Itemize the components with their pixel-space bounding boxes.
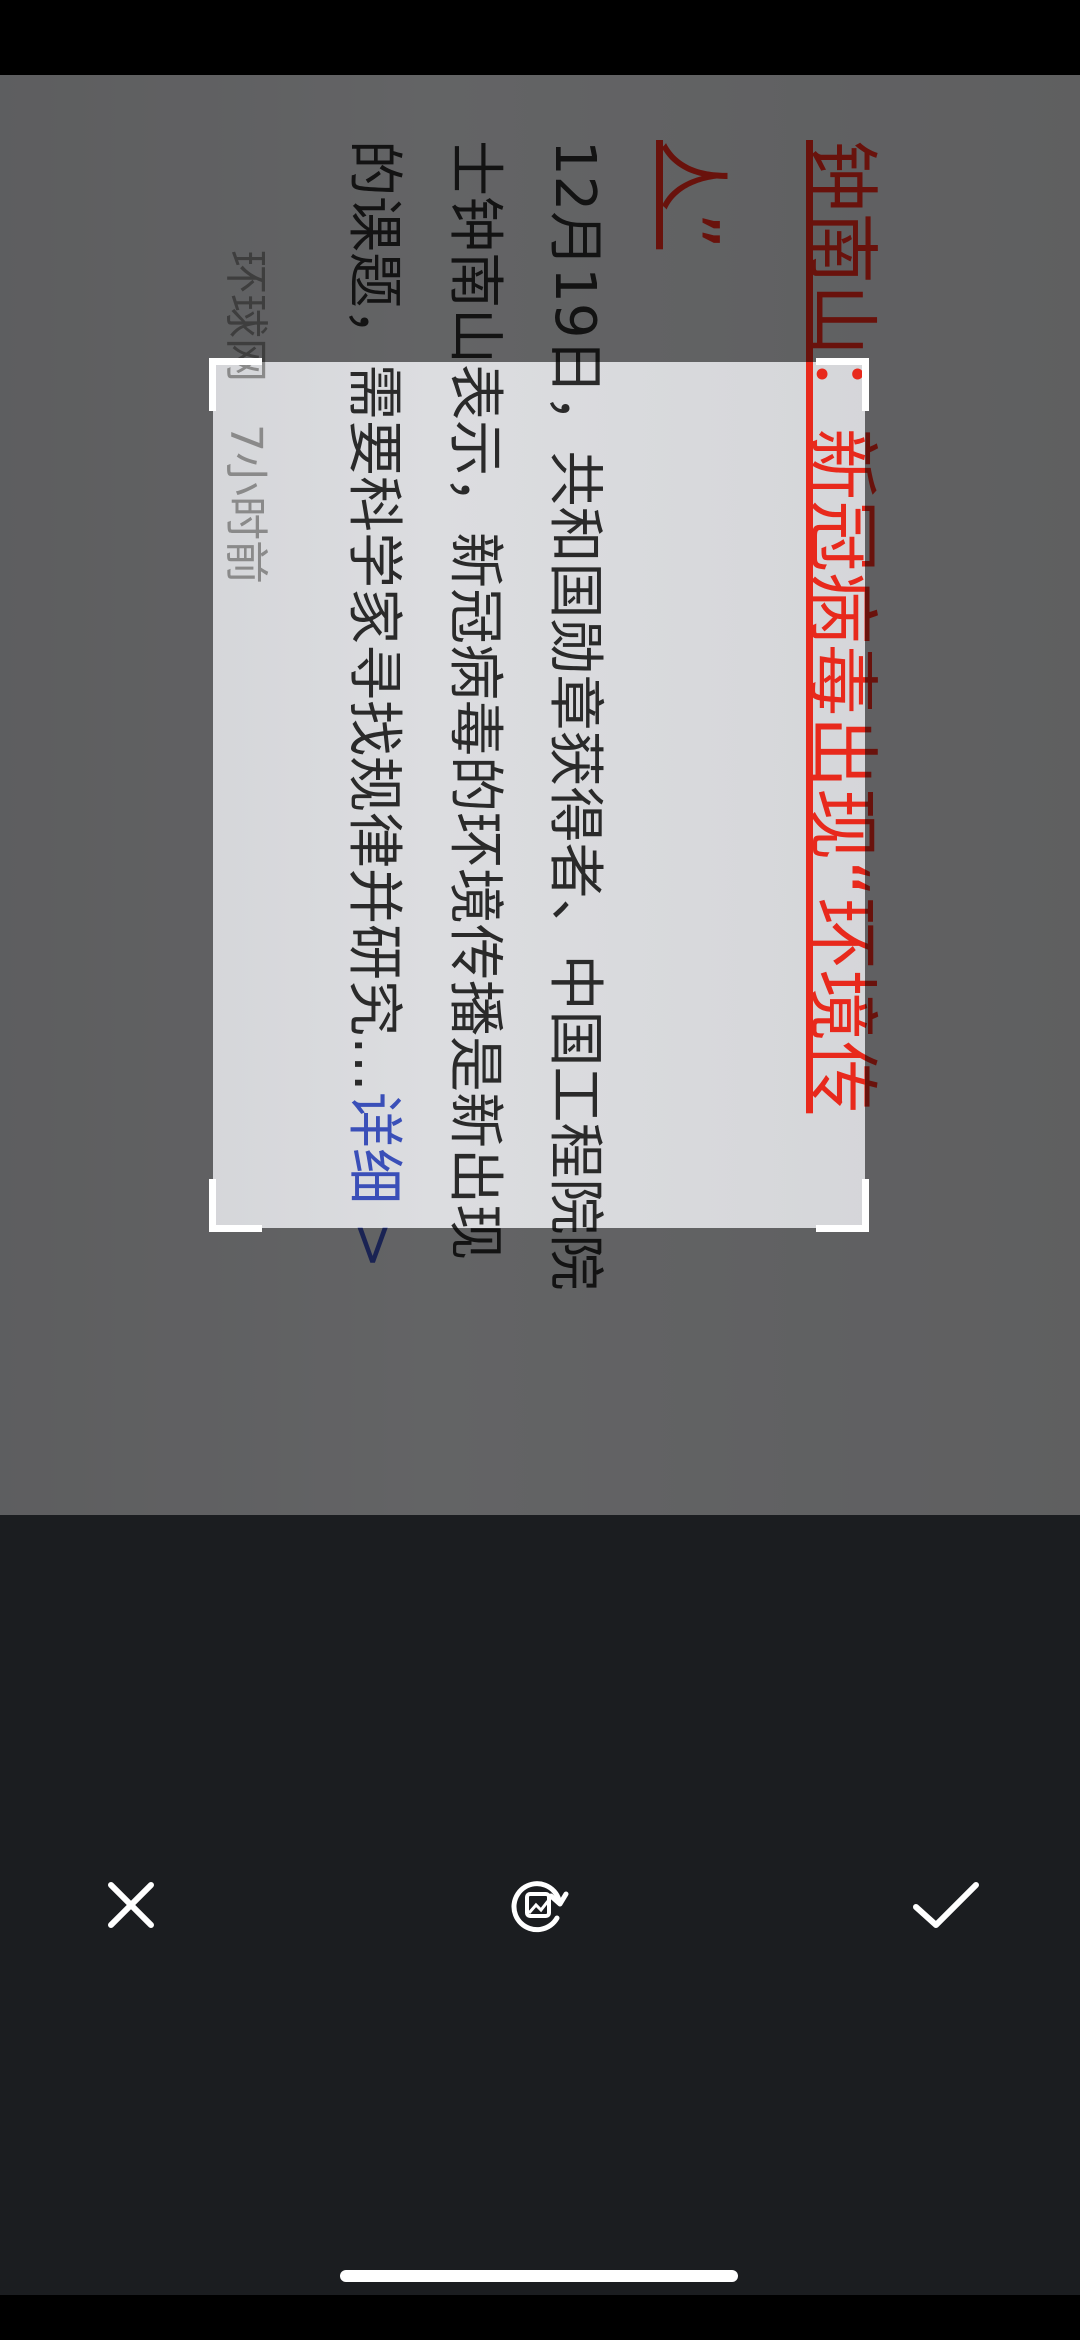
home-indicator[interactable] xyxy=(340,2270,738,2282)
image-icon xyxy=(525,1892,551,1918)
cancel-icon xyxy=(108,1882,154,1928)
image-icon-line xyxy=(527,1900,550,1914)
navigation-bar xyxy=(0,2295,1080,2340)
corner-handle[interactable] xyxy=(816,1179,869,1232)
headline: 人” xyxy=(650,140,734,250)
corner-handle[interactable] xyxy=(209,1179,262,1232)
rotate-icon xyxy=(511,1881,562,1933)
cancel-button[interactable] xyxy=(101,1875,161,1935)
corner-handle[interactable] xyxy=(209,358,262,411)
crop-frame[interactable] xyxy=(209,358,869,1232)
confirm-button[interactable] xyxy=(908,1875,984,1935)
confirm-icon xyxy=(913,1882,979,1928)
rotate-arrow xyxy=(548,1891,569,1907)
corner-handle[interactable] xyxy=(816,358,869,411)
status-bar xyxy=(0,0,1080,75)
rotate-button[interactable] xyxy=(503,1870,573,1940)
photo: 钟南山：新冠病毒出现“环境传 人” 12月19日，共和国勋章获得者、中国工程院院… xyxy=(0,75,1080,1515)
